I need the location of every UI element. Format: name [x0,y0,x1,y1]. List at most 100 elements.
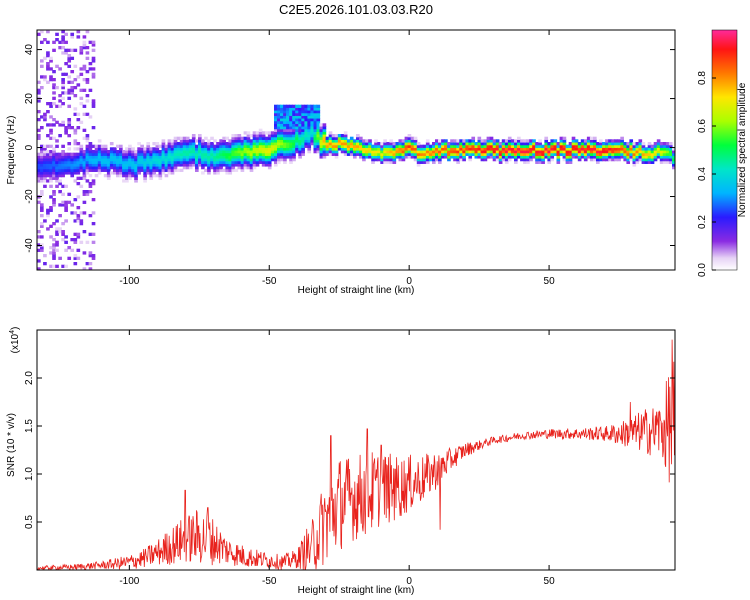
spectrogram-cell [365,139,369,143]
spectrogram-cell [267,134,272,138]
spectrogram-cell [274,128,278,132]
spectrogram-cell [97,155,102,159]
spectrogram-cell [298,118,302,122]
spectrogram-cell [413,158,418,162]
spectrogram-cell [52,174,56,178]
spectrogram-cell [219,150,223,154]
spectrogram-cell [599,147,603,151]
spectrogram-cell [70,86,75,90]
spectrogram-cell [286,136,290,140]
spectrogram-cell [413,152,418,156]
snr-x-tick-label: 50 [544,576,556,587]
spectrogram-cell [70,160,75,164]
spectrogram-cell [453,150,457,154]
spectrogram-cell [626,142,631,146]
spectrogram-cell [46,30,50,34]
spectrogram-cell [213,168,217,172]
spectrogram-cell [541,155,545,159]
spectrogram-cell [122,179,126,183]
spectrogram-cell [529,144,533,148]
spectrogram-cell [623,150,628,154]
spectrogram-cell [40,144,44,148]
spectrogram-cell [252,136,257,140]
spectrogram-cell [207,160,211,164]
spectrogram-cell [67,158,72,162]
spectrogram-cell [389,147,394,151]
spectrogram-cell [504,155,509,159]
spectrogram-cell [471,147,476,151]
spectrogram-cell [113,158,117,162]
spectrogram-cell [395,155,400,159]
spectrogram-cell [474,152,479,156]
spectrogram-cell [40,40,44,44]
spectrogram-cell [583,139,588,143]
spectrogram-cell [286,150,290,154]
svg-text:(x104): (x104) [9,327,21,354]
spectrogram-cell [614,142,618,146]
spectrogram-cell [49,171,53,175]
spectrogram-cell [85,144,90,148]
spectrogram-cell [131,166,135,170]
spectrogram-cell [76,118,81,122]
spectrogram-cell [280,112,284,116]
spectrogram-cell [647,158,652,162]
spectrogram-cell [91,198,96,202]
spectrogram-cell [64,155,68,159]
spectrogram-cell [49,115,53,119]
spectrogram-cell [483,147,488,151]
spectrogram-cell [167,171,172,175]
spectrogram-cell [264,139,269,143]
spectrogram-cell [304,131,309,135]
spectrogram-cell [37,158,41,162]
spectrogram-cell [665,147,670,151]
spectrogram-cell [626,147,631,151]
spectrogram-cell [252,158,257,162]
spectrogram-cell [507,155,512,159]
spectrogram-cell [109,163,114,167]
spectrogram-cell [289,128,293,132]
spectrogram-cell [182,147,187,151]
spectrogram-cell [602,142,606,146]
spectrogram-cell [70,211,75,215]
spectrogram-cell [371,160,375,164]
spectrogram-cell [128,168,132,172]
spectrogram-cell [608,139,612,143]
spectrogram-cell [146,158,151,162]
spectrogram-cell [76,214,81,218]
spectrogram-cell [67,104,72,108]
spectrogram-cell [602,155,606,159]
spectrogram-cell [88,163,93,167]
spectrogram-cell [374,139,378,143]
spectrogram-cell [152,158,157,162]
spectrogram-cell [134,155,138,159]
spectrogram-cell [100,160,105,164]
spectrogram-cell [61,51,65,55]
spectrogram-cell [605,139,609,143]
spectrogram-cell [289,120,293,124]
spectrogram-cell [374,150,378,154]
spectrogram-cell [498,147,503,151]
spectrogram-cell [580,155,585,159]
spectrogram-cell [389,139,394,143]
spectrogram-cell [85,163,90,167]
spectrogram-cell [474,142,479,146]
spectrogram-cell [359,139,363,143]
spectrogram-cell [480,147,485,151]
spectrogram-cell [629,142,634,146]
spectrogram-cell [73,163,78,167]
spectrogram-cell [46,64,50,68]
spectrogram-cell [480,139,485,143]
spectrogram-cell [52,248,56,252]
spectrogram-cell [49,152,53,156]
spectrogram-cell [501,139,506,143]
spectrogram-cell [653,144,658,148]
spectrogram-cell [249,152,254,156]
spectrogram-cell [140,166,144,170]
spectrogram-cell [580,139,585,143]
spectrogram-cell [52,136,56,140]
spectrogram-cell [125,147,129,151]
spectrogram-cell [322,139,327,143]
spectrogram-cell [514,155,518,159]
spectrogram-cell [274,147,278,151]
spectrogram-cell [161,147,166,151]
